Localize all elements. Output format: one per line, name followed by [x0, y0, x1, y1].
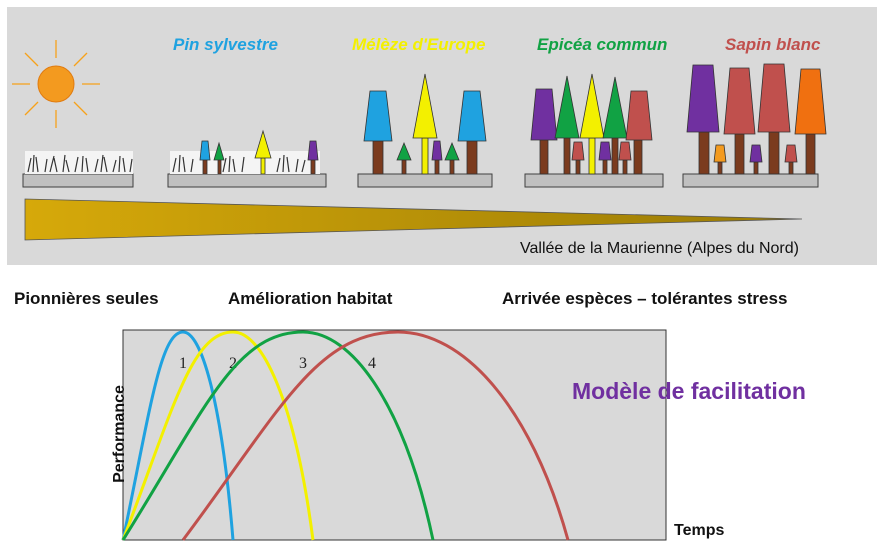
phase-arrival: Arrivée espèces – tolérantes stress	[502, 289, 788, 308]
trees-stage-3	[363, 73, 487, 175]
curve-2	[121, 330, 315, 541]
phase-improvement: Amélioration habitat	[228, 289, 392, 309]
gradient-wedge	[24, 198, 803, 241]
ground-stage-1	[22, 173, 134, 188]
model-title: Modèle de facilitation	[572, 378, 806, 404]
trees-stage-4	[530, 73, 653, 175]
trees-stage-5	[686, 63, 827, 175]
curve-label-3: 3	[299, 355, 307, 372]
phase-pioneers: Pionnières seules	[14, 289, 159, 308]
curve-label-2: 2	[229, 355, 237, 372]
phase-improvement-bold: Amélioration	[228, 289, 332, 308]
curve-4	[181, 330, 570, 541]
valley-label: Vallée de la Maurienne (Alpes du Nord)	[520, 240, 799, 257]
ground-stage-2	[167, 173, 327, 188]
ground-stage-5	[682, 173, 819, 188]
ground-stage-3	[357, 173, 493, 188]
chart-plot-area	[122, 329, 667, 541]
curve-label-4: 4	[368, 355, 376, 372]
y-axis-label: Performance	[111, 385, 128, 483]
curve-label-1: 1	[179, 355, 187, 372]
curve-1	[121, 330, 235, 541]
chart-curves: 1 2 3 4	[121, 330, 570, 541]
phase-improvement-rest: habitat	[331, 289, 393, 308]
pioneer-grass-stage-1	[25, 151, 133, 174]
species-label-3: Epicéa commun	[537, 35, 668, 54]
pioneer-grass-stage-2	[170, 151, 320, 174]
species-label-1: Pin sylvestre	[173, 35, 278, 54]
sun-icon	[12, 40, 100, 128]
species-label-2: Mélèze d'Europe	[352, 35, 486, 54]
trees-stage-2	[199, 129, 319, 175]
ground-stage-4	[524, 173, 664, 188]
species-label-4: Sapin blanc	[725, 35, 821, 54]
curve-3	[121, 330, 435, 541]
x-axis-label: Temps	[674, 522, 725, 539]
